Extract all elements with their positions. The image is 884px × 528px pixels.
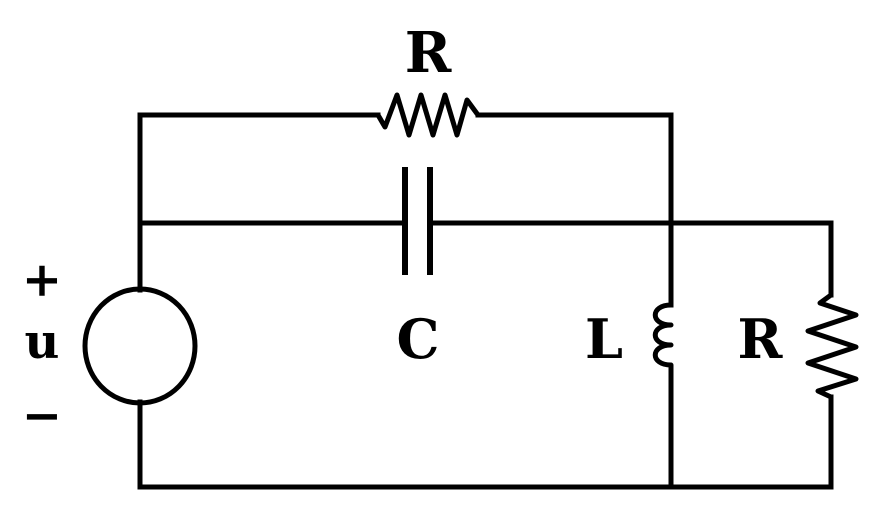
- wires: [137, 112, 834, 490]
- source-minus-label: −: [22, 388, 62, 444]
- voltage-source-symbol: [82, 286, 198, 406]
- capacitor-symbol: [402, 167, 433, 275]
- right-resistor-label: R: [738, 307, 784, 371]
- source-name-label: u: [25, 314, 60, 370]
- right-resistor-symbol: [805, 292, 859, 400]
- inductor-symbol: [652, 302, 674, 378]
- source-plus-label: +: [22, 252, 62, 308]
- top-resistor-symbol: [375, 92, 481, 138]
- top-resistor-label: R: [405, 20, 452, 86]
- inductor-label: L: [585, 307, 623, 371]
- capacitor-label: C: [397, 307, 440, 371]
